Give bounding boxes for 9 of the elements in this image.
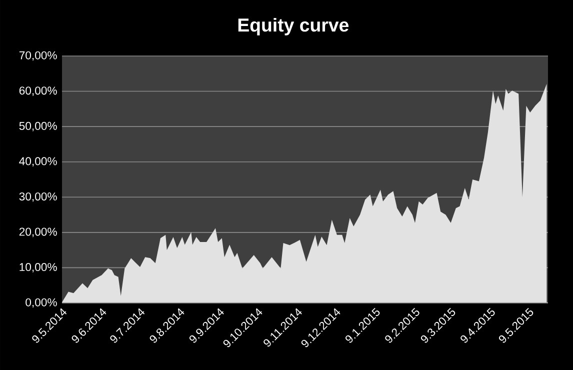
y-tick-label: 60,00% (19, 86, 57, 96)
y-tick-label: 30,00% (19, 192, 57, 202)
y-tick-label: 20,00% (19, 228, 57, 238)
y-tick-label: 50,00% (19, 122, 57, 132)
y-tick-label: 10,00% (20, 263, 57, 272)
chart-title: Equity curve (238, 18, 349, 36)
y-tick-label: 70,00% (19, 51, 57, 61)
y-tick-label: 0,00% (26, 298, 57, 308)
y-tick-label: 40,00% (19, 157, 57, 167)
